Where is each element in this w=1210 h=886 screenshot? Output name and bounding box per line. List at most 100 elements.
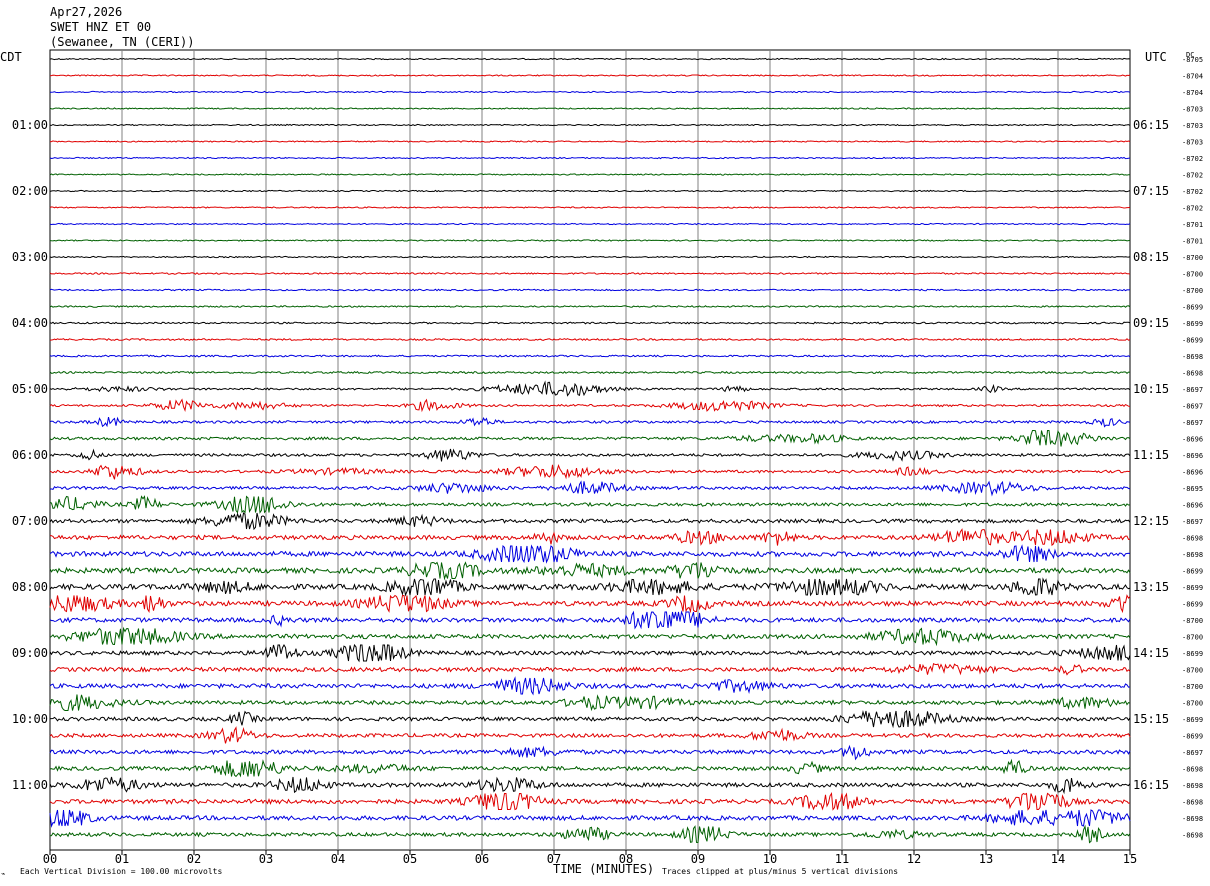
dc-offset-label: -8703 (1182, 122, 1203, 130)
grid-frame (49, 49, 1131, 851)
trace-row (49, 776, 1131, 795)
dc-offset-label: -8699 (1182, 584, 1203, 592)
trace-row (49, 156, 1131, 160)
x-tick-labels: 00 01 02 03 04 05 06 07 08 09 10 11 12 13 14 15 (43, 852, 1137, 866)
dc-offset-label: -8697 (1182, 403, 1203, 411)
dc-offset-label: -8698 (1182, 535, 1203, 543)
trace-row (49, 398, 1131, 413)
trace-row (49, 626, 1131, 647)
x-tick-label: 07 (547, 852, 561, 866)
dc-offset-label: -8703 (1182, 139, 1203, 147)
dc-offset-label: -8699 (1182, 601, 1203, 609)
trace-row (49, 288, 1131, 292)
dc-offset-label: -8700 (1182, 667, 1203, 675)
trace-row (49, 57, 1131, 61)
left-time-label: 08:00 (12, 580, 48, 594)
trace-row (49, 480, 1131, 497)
dc-offset-label: -8696 (1182, 502, 1203, 510)
x-tick-label: 14 (1051, 852, 1065, 866)
dc-offset-label: -8703 (1182, 106, 1203, 114)
dc-offset-label: -8700 (1182, 700, 1203, 708)
trace-row (49, 676, 1131, 696)
left-time-label: 02:00 (12, 184, 48, 198)
dc-offset-label: -8702 (1182, 188, 1203, 196)
left-time-labels: 01:00 02:00 03:00 04:00 05:00 06:00 07:00 08:00… (12, 118, 48, 792)
grid (49, 49, 1131, 855)
dc-offset-label: -8700 (1182, 254, 1203, 262)
trace-row (49, 370, 1130, 375)
x-tick-label: 03 (259, 852, 273, 866)
dc-offset-label: -8705 (1182, 56, 1203, 64)
vertical-division-note: Each Vertical Division = 100.00 microvol… (20, 867, 222, 876)
trace-row (49, 544, 1131, 564)
right-time-label: 14:15 (1133, 646, 1169, 660)
trace-row (49, 758, 1131, 778)
header-station: SWET HNZ ET 00 (50, 20, 151, 34)
traces (49, 57, 1131, 844)
dc-offset-label: -8702 (1182, 205, 1203, 213)
trace-row (49, 528, 1131, 547)
x-tick-label: 09 (691, 852, 705, 866)
trace-row (49, 380, 1131, 397)
dc-offset-label: -8699 (1182, 650, 1203, 658)
dc-offset-label: -8697 (1182, 518, 1203, 526)
trace-row (49, 338, 1131, 342)
x-tick-label: 15 (1123, 852, 1137, 866)
left-time-label: 09:00 (12, 646, 48, 660)
right-time-label: 10:15 (1133, 382, 1169, 396)
dc-offset-label: -8699 (1182, 716, 1203, 724)
trace-row (49, 577, 1131, 597)
right-time-label: 16:15 (1133, 778, 1169, 792)
x-tick-label: 12 (907, 852, 921, 866)
x-tick-label: 08 (619, 852, 633, 866)
dc-offset-label: -8701 (1182, 221, 1203, 229)
dc-offset-label: -8698 (1182, 782, 1203, 790)
dc-offset-label: -8699 (1182, 320, 1203, 328)
x-tick-label: 02 (187, 852, 201, 866)
left-time-label: 04:00 (12, 316, 48, 330)
dc-offset-labels: -8705 -8704 -8704 -8703 -8703 -8703 -8702 -8702… (1182, 56, 1203, 840)
dc-offset-label: -8704 (1182, 89, 1203, 97)
left-time-label: 11:00 (12, 778, 48, 792)
trace-row (49, 809, 1131, 828)
trace-row (49, 321, 1131, 325)
right-time-label: 15:15 (1133, 712, 1169, 726)
dc-offset-label: -8700 (1182, 287, 1203, 295)
x-tick-label: 10 (763, 852, 777, 866)
dc-offset-label: -8700 (1182, 683, 1203, 691)
trace-row (49, 594, 1131, 614)
right-time-label: 11:15 (1133, 448, 1169, 462)
trace-row (50, 90, 1131, 94)
dc-offset-label: -8698 (1182, 766, 1203, 774)
dc-offset-label: -8698 (1182, 799, 1203, 807)
right-time-label: 13:15 (1133, 580, 1169, 594)
right-time-label: 09:15 (1133, 316, 1169, 330)
x-tick-label: 06 (475, 852, 489, 866)
trace-row (49, 416, 1131, 428)
trace-row (49, 709, 1131, 729)
trace-row (49, 744, 1131, 761)
dc-offset-label: -8699 (1182, 304, 1203, 312)
dc-offset-label: -8696 (1182, 436, 1203, 444)
x-tick-label: 04 (331, 852, 345, 866)
dc-offset-label: -8697 (1182, 386, 1203, 394)
dc-offset-label: -8698 (1182, 370, 1203, 378)
right-time-labels: 06:15 07:15 08:15 09:15 10:15 11:15 12:15 13:15… (1133, 118, 1169, 792)
trace-row (49, 305, 1131, 308)
x-tick-label: 05 (403, 852, 417, 866)
dc-label: DC (1186, 51, 1194, 59)
x-tick-label: 11 (835, 852, 849, 866)
dc-offset-label: -8699 (1182, 733, 1203, 741)
trace-row (49, 222, 1131, 226)
trace-row (49, 561, 1131, 581)
dc-offset-label: -8698 (1182, 832, 1203, 840)
dc-offset-label: -8700 (1182, 617, 1203, 625)
x-tick-label: 00 (43, 852, 57, 866)
left-time-label: 03:00 (12, 250, 48, 264)
dc-offset-label: -8700 (1182, 634, 1203, 642)
dc-offset-label: -8698 (1182, 551, 1203, 559)
header-date: Apr27,2026 (50, 5, 122, 19)
right-timezone: UTC (1145, 50, 1167, 64)
trace-row (49, 354, 1131, 358)
dc-offset-label: -8700 (1182, 271, 1203, 279)
